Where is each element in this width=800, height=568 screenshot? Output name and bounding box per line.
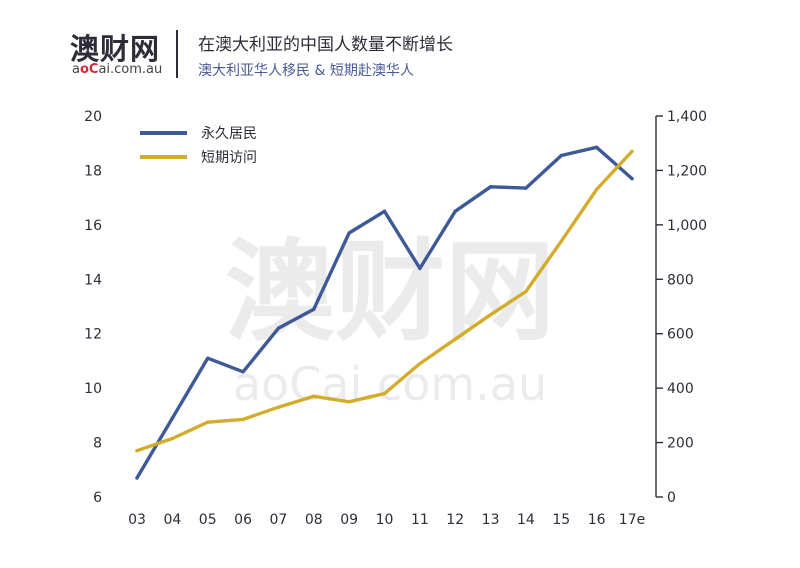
right-axis-tick-label: 800 — [667, 272, 694, 288]
logo-en: aoCai.com.au — [72, 62, 162, 77]
data-point — [453, 209, 457, 213]
data-point — [170, 436, 175, 441]
chart-subtitle: 澳大利亚华人移民 & 短期赴澳华人 — [198, 63, 414, 79]
x-axis-tick-label: 14 — [517, 512, 535, 528]
data-point — [524, 289, 528, 294]
data-point — [347, 231, 351, 235]
data-point — [630, 149, 634, 154]
right-axis-tick-label: 1,400 — [667, 109, 707, 125]
left-axis-tick-label: 12 — [84, 327, 102, 343]
data-point — [347, 400, 351, 404]
x-axis-tick-label: 03 — [128, 512, 146, 528]
x-axis-tick-label: 11 — [411, 512, 429, 528]
logo-en-o: o — [79, 62, 89, 77]
left-axis-tick-label: 16 — [84, 218, 102, 234]
right-axis-tick-label: 600 — [667, 327, 694, 343]
watermark-en: aoCai.com.au — [233, 357, 547, 411]
data-point — [453, 337, 457, 341]
left-axis-tick-label: 10 — [84, 381, 102, 397]
data-point — [488, 312, 493, 317]
legend-label: 永久居民 — [201, 126, 257, 142]
x-axis-tick-label: 15 — [552, 512, 570, 528]
x-axis-tick-label: 09 — [340, 512, 358, 528]
right-axis-tick-label: 200 — [667, 436, 694, 452]
x-axis-tick-label: 05 — [199, 512, 217, 528]
x-axis-tick-label: 06 — [234, 512, 252, 528]
right-axis-tick-label: 400 — [667, 381, 694, 397]
data-point — [135, 449, 139, 453]
x-axis-tick-label: 10 — [376, 512, 394, 528]
axes: 6810121416182002004006008001,0001,2001,4… — [84, 109, 707, 528]
data-point — [135, 476, 139, 480]
data-point — [594, 187, 599, 192]
legend-label: 短期访问 — [201, 150, 257, 166]
data-point — [276, 405, 281, 409]
x-axis-tick-label: 07 — [270, 512, 288, 528]
data-point — [594, 145, 599, 149]
x-axis-tick-label: 17e — [619, 512, 645, 528]
logo-en-suffix: ai.com.au — [98, 62, 163, 77]
data-point — [382, 391, 387, 396]
left-axis-tick-label: 14 — [84, 272, 102, 288]
watermark-cn: 澳财网 — [225, 228, 555, 356]
data-point — [276, 326, 281, 330]
logo-en-prefix: a — [72, 62, 80, 77]
header-divider — [176, 30, 178, 78]
x-axis-tick-label: 16 — [588, 512, 606, 528]
left-axis-tick-label: 8 — [93, 436, 102, 452]
data-point — [382, 209, 387, 213]
logo-cn: 澳财网 — [70, 32, 161, 66]
chart-title: 在澳大利亚的中国人数量不断增长 — [198, 35, 453, 55]
data-point — [206, 420, 210, 424]
chart-header: 澳财网 aoCai.com.au 在澳大利亚的中国人数量不断增长 澳大利亚华人移… — [0, 0, 800, 90]
series-lines — [135, 145, 634, 480]
data-point — [312, 307, 316, 311]
right-axis-tick-label: 1,000 — [667, 218, 707, 234]
left-axis-tick-label: 18 — [84, 163, 102, 179]
data-point — [559, 239, 563, 243]
data-point — [241, 417, 245, 422]
x-axis-tick-label: 04 — [163, 512, 181, 528]
data-point — [170, 416, 175, 420]
logo-en-c: C — [88, 62, 99, 77]
x-axis-tick-label: 08 — [305, 512, 323, 528]
data-point — [418, 361, 422, 366]
data-point — [206, 356, 210, 360]
left-axis-tick-label: 6 — [93, 490, 102, 506]
data-point — [559, 153, 563, 158]
data-point — [241, 370, 245, 374]
right-axis-tick-label: 0 — [667, 490, 676, 506]
data-point — [488, 185, 493, 189]
data-point — [418, 266, 422, 271]
x-axis-tick-label: 13 — [482, 512, 500, 528]
x-axis-tick-label: 12 — [446, 512, 464, 528]
right-axis-tick-label: 1,200 — [667, 163, 707, 179]
data-point — [312, 394, 316, 399]
data-point — [630, 176, 634, 181]
data-point — [524, 186, 528, 190]
left-axis-tick-label: 20 — [84, 109, 102, 125]
